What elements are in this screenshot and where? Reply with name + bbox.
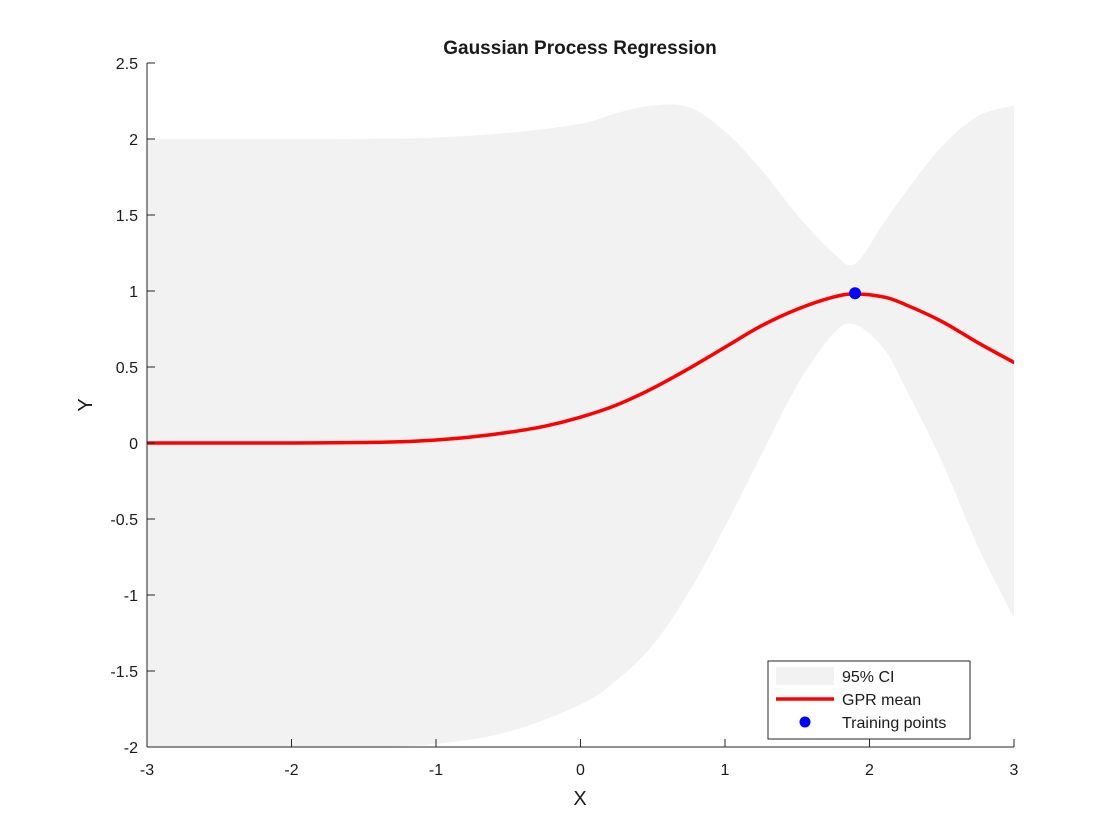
chart-title: Gaussian Process Regression bbox=[443, 38, 717, 59]
y-tick-label: -1.5 bbox=[110, 664, 138, 681]
x-tick-label: 2 bbox=[865, 762, 874, 779]
x-tick-label: -3 bbox=[140, 762, 154, 779]
y-tick-label: -0.5 bbox=[110, 512, 138, 529]
x-tick-label: -2 bbox=[284, 762, 298, 779]
x-axis-ticks: -3 -2 -1 0 1 2 3 bbox=[140, 739, 1019, 779]
y-tick-label: 0.5 bbox=[116, 360, 138, 377]
x-tick-label: 1 bbox=[721, 762, 730, 779]
plot-area bbox=[147, 104, 1014, 747]
legend-label-points: Training points bbox=[842, 715, 946, 732]
y-tick-label: -1 bbox=[124, 588, 138, 605]
y-axis-label: Y bbox=[75, 398, 97, 411]
confidence-band bbox=[147, 104, 1014, 747]
y-tick-label: 2 bbox=[129, 132, 138, 149]
x-axis-label: X bbox=[573, 788, 586, 810]
gpr-mean-line bbox=[147, 292, 1014, 445]
training-points-layer bbox=[849, 287, 862, 300]
y-tick-label: 2.5 bbox=[116, 56, 138, 73]
y-axis-ticks: -2 -1.5 -1 -0.5 0 0.5 1 1.5 2 2.5 bbox=[110, 56, 155, 757]
axes: -3 -2 -1 0 1 2 3 -2-1.5-1-0.500.511.522.5 bbox=[110, 56, 1018, 779]
legend-label-mean: GPR mean bbox=[842, 692, 921, 709]
training-point bbox=[849, 287, 862, 300]
y-tick-label: 1 bbox=[129, 284, 138, 301]
y-tick-label: 0 bbox=[129, 436, 138, 453]
legend-label-ci: 95% CI bbox=[842, 669, 894, 686]
legend-swatch-points bbox=[799, 716, 811, 728]
y-tick-label: -2 bbox=[124, 740, 138, 757]
legend-swatch-ci bbox=[776, 667, 834, 685]
x-tick-label: 0 bbox=[576, 762, 585, 779]
x-tick-label: 3 bbox=[1010, 762, 1019, 779]
y-tick-label: 1.5 bbox=[116, 208, 138, 225]
x-tick-label: -1 bbox=[429, 762, 443, 779]
legend: 95% CI GPR mean Training points bbox=[767, 660, 971, 740]
